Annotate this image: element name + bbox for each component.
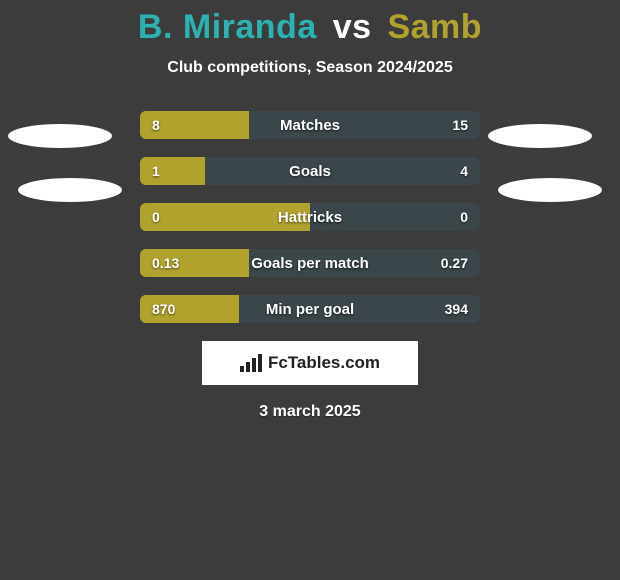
page-title: B. Miranda vs Samb	[0, 0, 620, 47]
stat-label: Matches	[140, 111, 480, 139]
stat-label: Min per goal	[140, 295, 480, 323]
stat-row: 0.130.27Goals per match	[140, 249, 480, 277]
stat-row: 815Matches	[140, 111, 480, 139]
stat-row: 870394Min per goal	[140, 295, 480, 323]
subtitle: Club competitions, Season 2024/2025	[0, 59, 620, 77]
stat-row: 00Hattricks	[140, 203, 480, 231]
deco-ellipse	[488, 124, 592, 148]
deco-ellipse	[18, 178, 122, 202]
player-b-name: Samb	[387, 8, 482, 46]
brand-text: FcTables.com	[268, 353, 380, 373]
stat-label: Goals per match	[140, 249, 480, 277]
stats-rows: 815Matches 14Goals 00Hattricks 0.130.27Goal…	[140, 111, 480, 323]
brand-badge: FcTables.com	[202, 341, 418, 385]
deco-ellipse	[8, 124, 112, 148]
stat-label: Hattricks	[140, 203, 480, 231]
bar-chart-icon	[240, 354, 262, 372]
deco-ellipse	[498, 178, 602, 202]
stat-label: Goals	[140, 157, 480, 185]
comparison-infographic: B. Miranda vs Samb Club competitions, Se…	[0, 0, 620, 580]
stat-row: 14Goals	[140, 157, 480, 185]
player-a-name: B. Miranda	[138, 8, 317, 46]
vs-word: vs	[333, 8, 372, 46]
date-text: 3 march 2025	[0, 403, 620, 421]
